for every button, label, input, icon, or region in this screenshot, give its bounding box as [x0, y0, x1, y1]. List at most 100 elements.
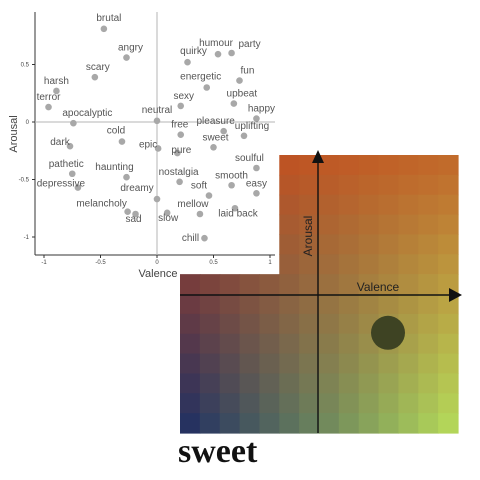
grid-cell — [378, 155, 400, 176]
grid-cell — [239, 294, 261, 315]
grid-cell — [398, 413, 419, 434]
grid-cell — [378, 294, 400, 315]
grid-cell — [259, 333, 280, 355]
arousal-arrow-icon — [312, 150, 324, 163]
point-label: happy — [248, 104, 275, 115]
grid-cell — [338, 313, 360, 335]
grid-cell — [279, 155, 300, 176]
scatter-point — [177, 102, 185, 110]
scatter-y-axis-label: Arousal — [8, 115, 20, 152]
point-label: free — [171, 120, 189, 131]
grid-cell — [398, 294, 419, 315]
grid-cell — [438, 214, 459, 236]
grid-cell — [418, 214, 439, 236]
point-label: pleasure — [196, 116, 235, 127]
scatter-point — [124, 208, 131, 215]
grid-cell — [378, 274, 400, 295]
scatter-point — [123, 173, 130, 181]
grid-cell — [180, 294, 201, 315]
grid-cell — [398, 254, 419, 275]
grid-cell — [358, 234, 380, 255]
grid-cell — [438, 174, 459, 196]
grid-cell — [358, 274, 380, 295]
grid-cell — [319, 313, 340, 335]
point-label: quirky — [180, 46, 207, 57]
x-tick-label: 0.5 — [209, 260, 218, 266]
scatter-point — [153, 195, 161, 203]
scatter-point — [231, 204, 239, 212]
grid-cell — [338, 413, 360, 434]
scatter-points — [45, 25, 260, 242]
grid-cell — [378, 393, 400, 414]
grid-cell — [180, 413, 201, 434]
grid-cell — [239, 353, 261, 375]
grid-cell — [259, 393, 280, 414]
grid-cell — [239, 313, 261, 335]
grid-cell — [219, 393, 241, 414]
point-label: laid back — [218, 208, 258, 219]
point-label: melancholy — [76, 199, 127, 210]
grid-cell — [438, 353, 459, 375]
point-label: soulful — [235, 153, 264, 164]
scatter-point — [253, 164, 260, 172]
grid-cell — [358, 254, 380, 275]
grid-cell — [378, 214, 400, 236]
grid-cell — [279, 373, 300, 394]
grid-cell — [358, 174, 380, 196]
point-label: fun — [241, 66, 255, 77]
point-label: scary — [86, 62, 110, 73]
grid-cell — [219, 313, 241, 335]
grid-cell — [239, 413, 261, 434]
grid-cell — [378, 254, 400, 275]
grid-cell — [398, 373, 419, 394]
grid-cell — [319, 333, 340, 355]
grid-cell — [279, 353, 300, 375]
x-tick-label: 1 — [268, 260, 272, 266]
grid-cell — [378, 413, 400, 434]
grid-cell — [319, 413, 340, 434]
grid-cell — [319, 294, 340, 315]
grid-cell — [299, 393, 320, 414]
grid-cell — [219, 274, 241, 295]
grid-cell — [418, 234, 439, 255]
point-label: easy — [246, 178, 267, 189]
grid-cell — [299, 294, 320, 315]
scatter-point — [45, 103, 52, 111]
grid-cell — [438, 234, 459, 255]
grid-cell — [378, 234, 400, 255]
grid-cell — [199, 413, 221, 434]
grid-cell — [418, 194, 439, 216]
scatter-point — [196, 210, 204, 218]
scatter-point — [100, 25, 108, 33]
grid-cell — [299, 333, 320, 355]
grid-cell — [199, 373, 221, 394]
scatter-point — [253, 115, 260, 122]
grid-cell — [358, 393, 380, 414]
grid-cell — [418, 174, 439, 196]
grid-cell — [418, 155, 439, 176]
scatter-point — [123, 54, 130, 61]
grid-cell — [378, 174, 400, 196]
grid-cell — [398, 155, 419, 176]
point-label: uplifting — [235, 121, 269, 132]
point-label: slow — [158, 213, 179, 224]
grid-cell — [338, 353, 360, 375]
grid-cell — [418, 294, 439, 315]
x-tick-label: -0.5 — [95, 260, 106, 266]
grid-cell — [418, 274, 439, 295]
grid-cell — [319, 353, 340, 375]
grid-cell — [239, 373, 261, 394]
color-grid-cells — [180, 155, 459, 434]
point-label: soft — [191, 181, 207, 192]
scatter-point — [201, 234, 208, 242]
point-label: pathetic — [49, 159, 84, 170]
grid-cell — [199, 333, 221, 355]
grid-cell — [180, 313, 201, 335]
scatter-point — [240, 132, 248, 140]
grid-cell — [358, 413, 380, 434]
point-label: brutal — [96, 13, 121, 24]
valence-arrow-icon — [449, 288, 462, 302]
scatter-point — [70, 119, 77, 127]
grid-cell — [319, 274, 340, 295]
grid-cell — [319, 373, 340, 394]
